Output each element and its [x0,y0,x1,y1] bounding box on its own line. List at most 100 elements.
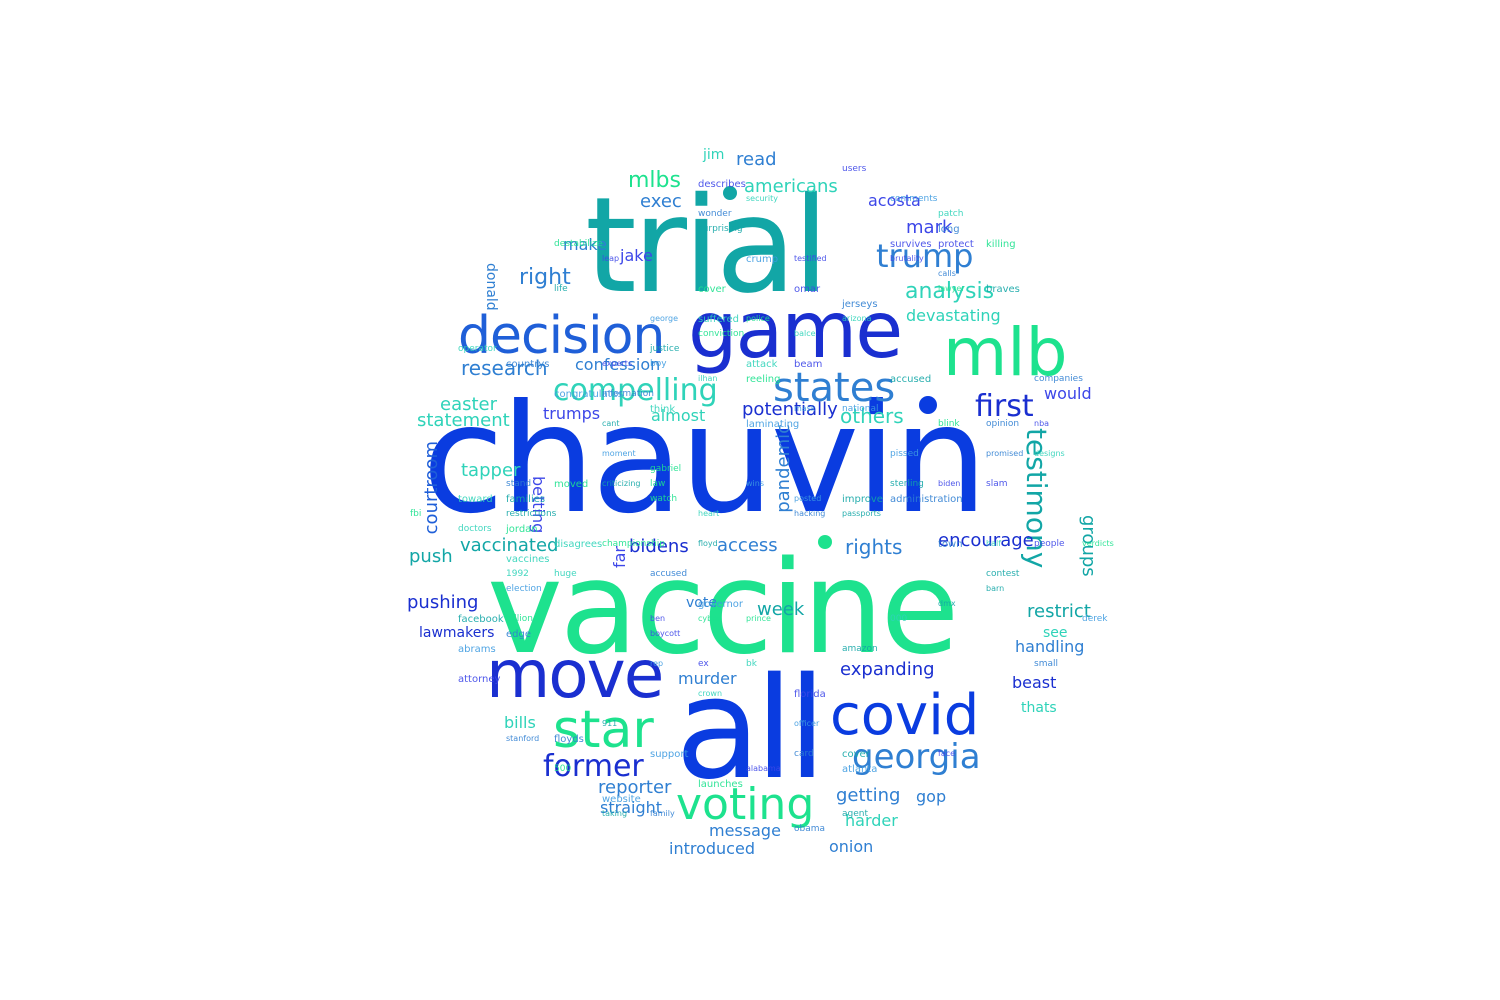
word-expanding: expanding [840,659,935,680]
word-trumps: trumps [543,404,601,423]
word-small: support [650,749,689,760]
word-chauvin: chauvin [422,373,988,547]
word-small: pissed [890,449,919,459]
word-donald: donald [483,263,499,311]
word-trump: trump [876,237,974,275]
word-small: families [506,494,546,505]
word-small: atlanta [842,764,878,775]
word-bills: bills [504,713,536,732]
word-small: destabilize [554,239,603,249]
word-small: passports [842,509,881,518]
word-lawmakers: lawmakers [419,625,495,641]
word-small: restrictions [506,509,557,519]
word-week: week [757,599,805,620]
word-harder: harder [845,811,898,830]
word-voting: voting [676,779,815,830]
word-small: calls [938,269,956,278]
word-small: blink [938,419,960,429]
word-small: boy [650,359,667,369]
word-small: companies [1034,374,1083,384]
word-small: criticizing [602,479,641,488]
word-small: experts [602,359,633,368]
word-small: championship [602,539,665,549]
word-small: huge [554,569,577,579]
word-small: brutality [890,254,924,263]
word-small: amazon [842,644,878,654]
word-small: administration [890,494,963,505]
word-small: fbi [410,509,422,519]
word-restrict: restrict [1027,601,1091,622]
word-read: read [736,149,777,170]
word-small: conviction [698,329,745,339]
word-trial: trial [585,169,829,323]
word-small: town [938,539,963,550]
word-decision: decision [458,306,665,366]
word-vaccine: vaccine [487,534,959,683]
word-small: arizona [842,314,872,323]
word-small: obama [794,824,826,834]
word-former: former [543,749,644,784]
word-onion: onion [829,837,874,856]
word-small: killing [986,239,1016,250]
word-small: beam [794,359,823,370]
word-small: moved [554,479,589,490]
word-small: hacking [794,509,826,518]
word-analysis: analysis [905,279,995,304]
word-small: website [602,794,641,805]
word-small: abrams [458,644,496,655]
word-beast: beast [1012,673,1057,692]
word-small: think [650,404,676,415]
word-small: posted [794,494,822,503]
word-reporter: reporter [598,777,672,798]
word-small: designs [1034,449,1065,458]
word-courtroom: courtroom [421,441,442,535]
word-small: slam [986,479,1008,489]
word-small: patch [938,209,964,219]
word-small: floyd [698,539,718,548]
word-small: contest [986,569,1020,579]
word-small: bk [746,659,757,669]
word-small: crump [746,254,779,265]
word-small: accused [650,569,688,579]
word-small: agent [842,809,868,819]
word-small: derek [1082,614,1108,624]
word-small: law [650,479,666,489]
word-small: wins [746,479,765,488]
word-small: 911 [602,719,618,728]
word-small: operator [458,344,497,354]
word-small: barn [986,584,1005,593]
word-introduced: introduced [669,839,755,858]
word-tapper: tapper [461,460,521,481]
word-small: national [842,404,879,414]
word-move: move [486,636,664,713]
word-small: florida [794,689,826,700]
word-almost: almost [651,406,706,425]
word-devastating: devastating [906,306,1001,325]
word-small: verdicts [1082,539,1114,548]
word-mark: mark [906,217,953,238]
word-small: security [746,194,778,203]
word-easter: easter [440,394,498,415]
word-vote: vote [686,595,717,611]
word-small: long [938,224,960,235]
word-georgia: georgia [852,737,981,777]
word-small: cover [698,284,726,295]
word-murder: murder [678,669,737,688]
word-small: toward [458,494,493,505]
word-handling: handling [1015,637,1085,656]
word-small: half [986,539,1002,548]
word-covid: covid [830,683,980,748]
word-rights: rights [845,535,903,559]
word-small: boycott [650,629,681,638]
word-small: watch [650,494,678,504]
word-small: attorney [458,674,501,685]
word-getting: getting [836,785,901,806]
word-small: governor [698,599,744,610]
word-jim: jim [703,147,725,163]
word-small: police [746,314,770,323]
word-small: 000 [890,614,908,624]
word-small: surprising [698,224,743,234]
word-small: dmx [938,599,956,608]
word-small: moment [602,449,636,458]
